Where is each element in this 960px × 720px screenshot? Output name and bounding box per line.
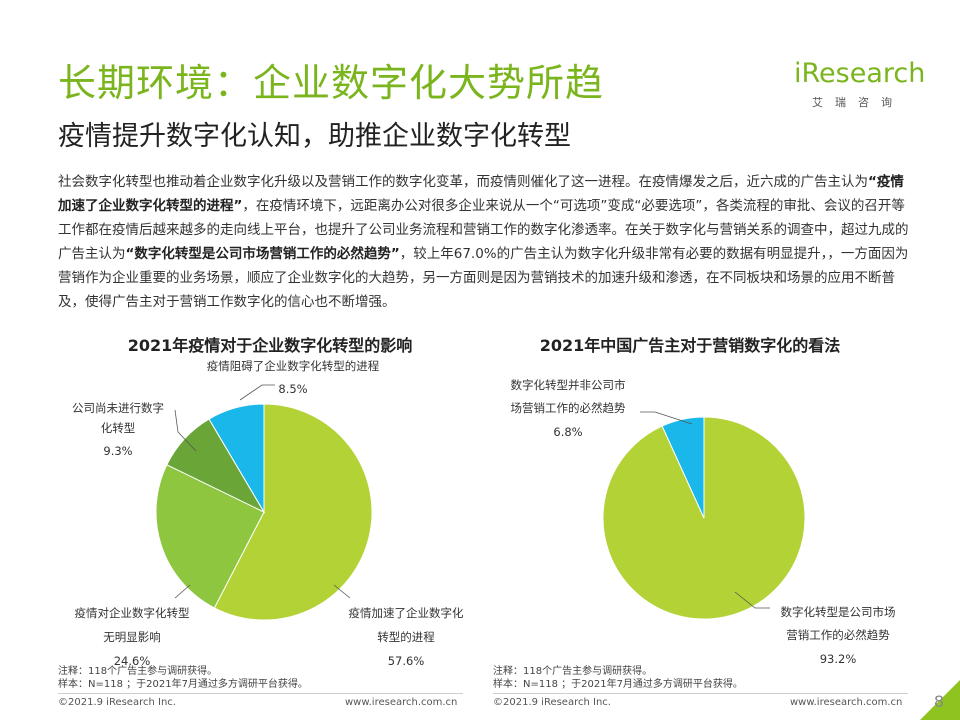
slice-value-not-inevitable: 6.8% <box>553 425 582 439</box>
footer-copyright-left: ©2021.9 iResearch Inc. <box>58 697 176 708</box>
slice-label-hindered: 疫情阻碍了企业数字化转型的进程 <box>207 359 380 373</box>
slice-value-inevitable: 93.2% <box>820 652 857 666</box>
chart-2-title: 2021年中国广告主对于营销数字化的看法 <box>539 336 841 355</box>
footer-url-right: www.iresearch.com.cn <box>790 697 903 708</box>
slice-label-no-effect-line2: 无明显影响 <box>103 630 161 644</box>
pie-chart-1 <box>155 403 373 621</box>
page-subtitle: 疫情提升数字化认知，助推企业数字化转型 <box>58 121 571 152</box>
leader-line <box>640 411 693 425</box>
slice-label-inevitable-line2: 营销工作的必然趋势 <box>786 628 890 642</box>
logo-chinese-name: 艾瑞咨询 <box>812 96 904 109</box>
note-right-2: 样本：N=118 ；于2021年7月通过多方调研平台获得。 <box>493 679 743 690</box>
slice-value-no-effect: 24.6% <box>114 654 151 668</box>
slice-label-not-started-line1: 公司尚未进行数字 <box>72 401 164 415</box>
body-text-2: ，在疫情环境下，远距离办公对很多企业来说从一个“可选项”变成“必要选项”，各类流… <box>58 198 909 262</box>
note-left-1: 注释：118个广告主参与调研获得。 <box>58 666 218 677</box>
note-right-1: 注释：118个广告主参与调研获得。 <box>493 666 653 677</box>
pie-slice-1 <box>155 464 265 609</box>
footer-divider-right <box>493 693 908 694</box>
slice-label-not-inevitable-line1: 数字化转型并非公司市 <box>511 378 626 392</box>
logo-wordmark: iResearch <box>794 58 926 89</box>
slice-value-not-started: 9.3% <box>103 444 132 458</box>
body-bold-1: “疫情加速了企业数字化转型的进程” <box>58 174 904 214</box>
footer-url-left: www.iresearch.com.cn <box>345 697 458 708</box>
leader-line <box>734 591 770 609</box>
slice-value-hindered: 8.5% <box>278 382 307 396</box>
footer-copyright-right: ©2021.9 iResearch Inc. <box>493 697 611 708</box>
leader-line <box>174 409 197 452</box>
slice-label-inevitable-line1: 数字化转型是公司市场 <box>781 605 896 619</box>
leader-line <box>333 584 351 599</box>
corner-decoration <box>920 680 960 720</box>
pie-chart-2 <box>602 416 806 620</box>
page-title: 长期环境：企业数字化大势所趋 <box>58 61 605 105</box>
note-left-2: 样本：N=118 ；于2021年7月通过多方调研平台获得。 <box>58 679 308 690</box>
iresearch-logo: iResearch 艾瑞咨询 <box>792 58 926 114</box>
slice-label-not-inevitable-line2: 场营销工作的必然趋势 <box>511 401 626 415</box>
slice-label-no-effect-line1: 疫情对企业数字化转型 <box>75 606 190 620</box>
leader-line <box>174 584 191 599</box>
body-paragraph: 社会数字化转型也推动着企业数字化升级以及营销工作的数字化变革，而疫情则催化了这一… <box>58 170 914 314</box>
pie-slice-1 <box>661 416 705 519</box>
body-text-3: ，较上年67.0%的广告主认为数字化升级非常有必要的数据有明显提升，，一方面因为… <box>58 246 909 310</box>
page-number: 8 <box>933 692 944 711</box>
slice-label-accelerated-line2: 转型的进程 <box>377 630 435 644</box>
slice-value-accelerated: 57.6% <box>388 654 425 668</box>
body-bold-2: “数字化转型是公司市场营销工作的必然趋势” <box>125 246 400 262</box>
pie-slice-3 <box>208 403 265 514</box>
leader-line <box>239 384 275 401</box>
pie-slice-0 <box>213 403 373 621</box>
footer-divider-left <box>58 693 463 694</box>
chart-1-title: 2021年疫情对于企业数字化转型的影响 <box>127 336 413 355</box>
body-text-1: 社会数字化转型也推动着企业数字化升级以及营销工作的数字化变革，而疫情则催化了这一… <box>58 174 868 190</box>
slice-label-accelerated-line1: 疫情加速了企业数字化 <box>349 606 464 620</box>
slice-label-not-started-line2: 化转型 <box>101 421 136 435</box>
